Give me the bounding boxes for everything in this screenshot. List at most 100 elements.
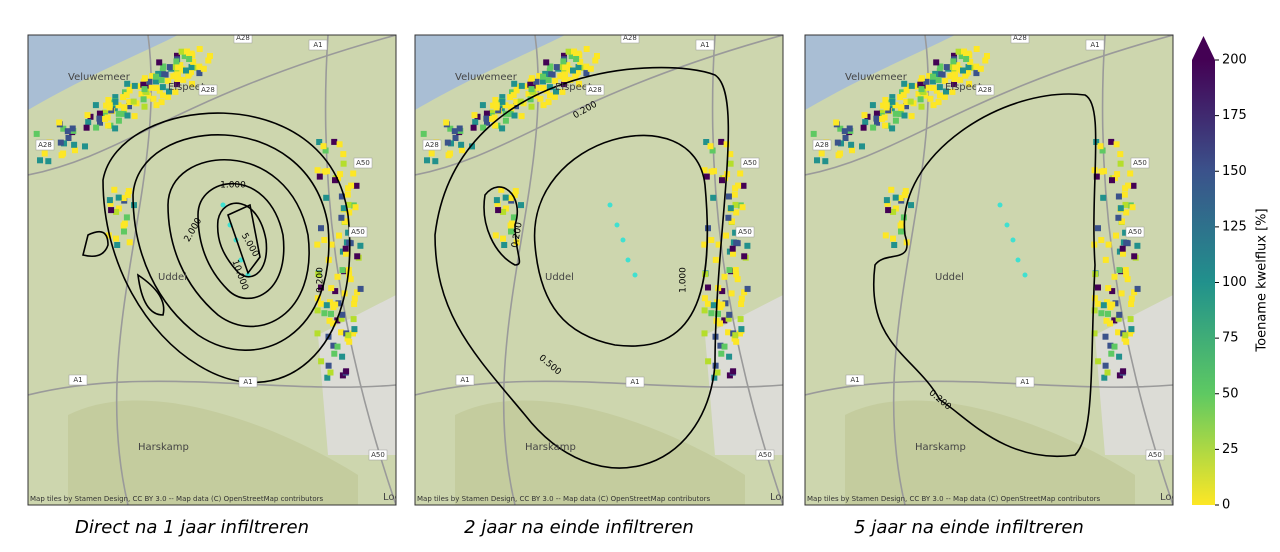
seepage-cell — [96, 110, 103, 117]
road-label: A1 — [313, 41, 322, 49]
seepage-cell — [162, 71, 169, 78]
seepage-cell — [97, 119, 103, 126]
seepage-cell — [717, 342, 724, 349]
seepage-cell — [326, 317, 333, 324]
seepage-cell — [456, 125, 463, 132]
seepage-cell — [37, 157, 43, 164]
seepage-cell — [889, 94, 896, 101]
seepage-cell — [973, 70, 980, 77]
seepage-cell — [1102, 333, 1109, 340]
seepage-cell — [189, 80, 195, 87]
seepage-cell — [549, 71, 556, 78]
well — [620, 237, 626, 243]
seepage-cell — [709, 147, 716, 154]
seepage-cell — [1098, 237, 1105, 243]
seepage-cell — [918, 86, 925, 93]
seepage-cell — [527, 78, 534, 85]
road-label: A1 — [1090, 41, 1099, 49]
seepage-cell — [715, 241, 722, 248]
seepage-cell — [126, 239, 133, 246]
seepage-cell — [1095, 358, 1102, 365]
seepage-cell — [120, 94, 127, 101]
seepage-cell — [882, 97, 889, 103]
seepage-cell — [1115, 214, 1122, 221]
seepage-cell — [350, 170, 357, 177]
seepage-cell — [61, 140, 67, 147]
panel-caption: 2 jaar na einde infiltreren — [464, 517, 694, 538]
road-shield — [1130, 157, 1150, 169]
seepage-cell — [316, 173, 323, 180]
seepage-cell — [732, 229, 739, 236]
place-label: Loe — [383, 492, 401, 503]
seepage-cell — [583, 46, 590, 52]
seepage-cell — [107, 200, 114, 207]
seepage-cell — [948, 64, 955, 70]
seepage-cell — [1117, 151, 1124, 158]
seepage-cell — [741, 289, 748, 296]
seepage-cell — [153, 73, 159, 80]
seepage-cell — [918, 75, 925, 82]
seepage-cell — [936, 84, 943, 91]
contour-label: 0.200 — [510, 221, 524, 248]
road-label: A50 — [743, 159, 757, 167]
seepage-cell — [164, 93, 171, 100]
seepage-cell — [72, 147, 78, 154]
seepage-cell — [112, 98, 119, 105]
seepage-cell — [721, 273, 728, 280]
seepage-cell — [962, 72, 969, 79]
seepage-cell — [903, 103, 909, 110]
seepage-cell — [936, 67, 943, 74]
seepage-cell — [492, 122, 499, 129]
seepage-cell — [848, 141, 855, 148]
seepage-cell — [546, 67, 553, 74]
seepage-cell — [153, 85, 160, 91]
contour — [82, 230, 109, 258]
seepage-cell — [902, 188, 909, 194]
road-label: A28 — [623, 34, 637, 42]
seepage-cell — [973, 63, 980, 70]
seepage-cell — [879, 116, 886, 122]
seepage-cell — [499, 98, 506, 105]
seepage-cell — [328, 310, 334, 317]
seepage-cell — [949, 72, 956, 79]
seepage-cell — [334, 343, 341, 350]
colorbar-tick-label: 0 — [1222, 498, 1230, 513]
seepage-cell — [814, 157, 820, 164]
seepage-cell — [330, 342, 337, 349]
seepage-cell — [874, 119, 880, 126]
contour — [197, 182, 285, 300]
seepage-cell — [424, 157, 430, 164]
seepage-cell — [471, 112, 478, 119]
seepage-cell — [335, 300, 342, 307]
seepage-cell — [1107, 320, 1113, 327]
seepage-cell — [1111, 273, 1118, 280]
seepage-cell — [127, 83, 134, 90]
seepage-cell — [112, 94, 119, 101]
place-label: Elspeet — [168, 82, 205, 93]
seepage-cell — [171, 64, 178, 70]
contour — [132, 134, 330, 351]
road — [1101, 35, 1173, 505]
seepage-cell — [337, 171, 344, 178]
seepage-cell — [577, 58, 584, 65]
seepage-cell — [890, 208, 897, 215]
seepage-cell — [711, 168, 717, 175]
seepage-cell — [561, 76, 568, 82]
seepage-cell — [917, 81, 924, 88]
seepage-cell — [925, 84, 932, 91]
seepage-cell — [352, 204, 359, 211]
seepage-cell — [340, 160, 347, 167]
seepage-cell — [1112, 300, 1119, 307]
seepage-cell — [192, 64, 199, 71]
seepage-cell — [174, 52, 180, 59]
seepage-cell — [741, 253, 748, 260]
road-label: A1 — [460, 376, 469, 384]
road-label: A50 — [738, 228, 752, 236]
lake — [28, 35, 178, 110]
contour — [102, 112, 351, 384]
well — [1004, 222, 1010, 228]
seepage-cell — [883, 197, 890, 204]
seepage-cell — [149, 73, 156, 80]
seepage-cell — [1123, 271, 1130, 278]
